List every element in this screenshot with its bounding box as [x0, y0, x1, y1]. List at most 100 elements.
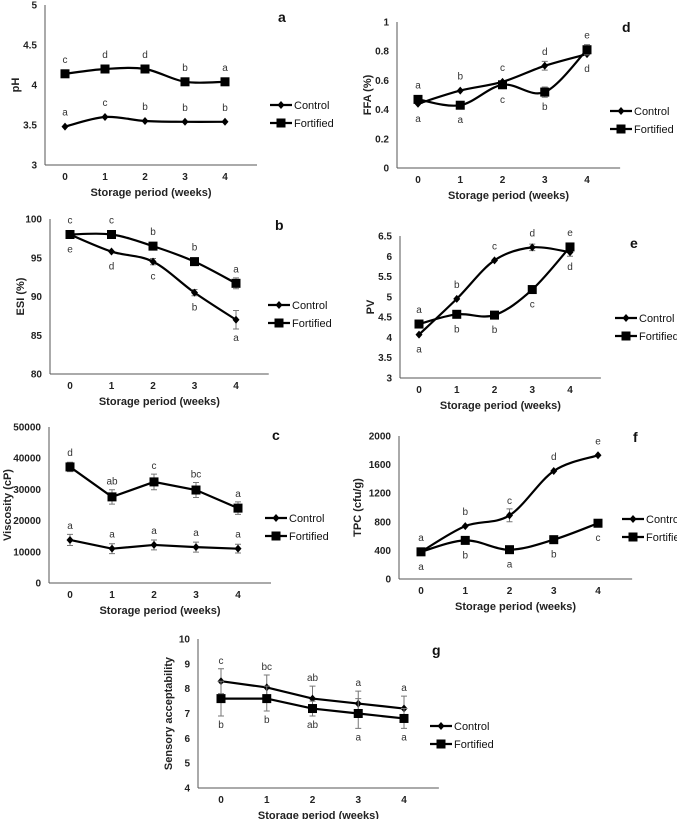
- diamond-marker: [506, 511, 513, 520]
- square-marker: [452, 309, 462, 319]
- x-tick-label: 0: [62, 172, 68, 183]
- legend-label: Control: [292, 300, 327, 312]
- square-marker: [231, 278, 241, 288]
- series-control: a b c d d: [415, 228, 574, 356]
- x-axis-title: Storage period (weeks): [455, 601, 576, 613]
- significance-letter: c: [507, 496, 512, 507]
- significance-letter: b: [542, 102, 548, 113]
- diamond-marker: [550, 467, 558, 476]
- x-tick-label: 2: [142, 172, 148, 183]
- y-tick-label: 80: [31, 370, 43, 381]
- x-tick-label: 1: [109, 590, 115, 601]
- diamond-marker: [192, 543, 200, 552]
- y-tick-label: 0.2: [375, 134, 389, 145]
- significance-letter: d: [567, 262, 573, 273]
- significance-letter: b: [454, 280, 460, 291]
- significance-letter: b: [192, 303, 198, 314]
- y-tick-label: 0.8: [375, 47, 389, 58]
- x-tick-label: 4: [401, 795, 407, 806]
- panel-b: 80 85 90 95 100 0 1 2 3 4 Storage period (weeks) ES…: [15, 215, 332, 409]
- square-marker: [308, 704, 317, 714]
- series-fortified: d ab c bc a: [65, 448, 243, 515]
- legend-item-control: Control: [270, 100, 329, 112]
- diamond-marker: [541, 61, 549, 70]
- diamond-marker: [453, 294, 461, 303]
- legend-diamond-icon: [622, 314, 630, 322]
- significance-letter: c: [530, 300, 535, 311]
- y-tick-label: 100: [25, 215, 42, 226]
- significance-letter: d: [67, 448, 73, 459]
- significance-letter: d: [102, 50, 108, 61]
- significance-letter: bc: [191, 470, 202, 481]
- x-tick-label: 2: [500, 175, 506, 186]
- y-tick-label: 50000: [13, 423, 41, 434]
- diamond-marker: [528, 243, 536, 252]
- x-tick-label: 3: [529, 385, 535, 396]
- significance-letter: c: [500, 95, 505, 106]
- legend-label: Fortified: [294, 118, 334, 130]
- square-marker: [65, 462, 75, 472]
- legend-square-icon: [436, 739, 446, 749]
- series-control: ac b b b: [61, 98, 229, 131]
- significance-letter: a: [457, 115, 463, 126]
- x-axis-title: Storage period (weeks): [448, 190, 569, 202]
- significance-letter: b: [551, 550, 557, 561]
- y-tick-label: 400: [374, 546, 391, 557]
- diamond-marker: [191, 288, 198, 297]
- significance-letter: c: [109, 216, 114, 227]
- x-tick-label: 4: [567, 385, 573, 396]
- significance-letter: d: [542, 47, 548, 58]
- significance-letter: a: [415, 80, 421, 91]
- legend-square-icon: [274, 318, 284, 328]
- square-marker: [593, 518, 603, 528]
- panel-g: 4 5 6 7 8 9 10 0 1 2 3 4 Storage period (weeks) Senso…: [163, 635, 494, 819]
- legend-item-control: Control: [610, 106, 669, 118]
- x-axis-title: Storage period (weeks): [258, 810, 379, 819]
- legend-label: Control: [646, 514, 677, 526]
- diamond-marker: [415, 330, 423, 339]
- significance-letter: e: [595, 436, 601, 447]
- y-tick-label: 5.5: [378, 272, 392, 283]
- x-tick-label: 3: [551, 586, 557, 597]
- series-control: a b c d e: [417, 436, 602, 556]
- square-marker: [65, 230, 75, 239]
- y-tick-label: 10000: [13, 547, 41, 558]
- y-tick-label: 9: [184, 659, 190, 670]
- square-marker: [180, 77, 190, 87]
- square-marker: [460, 535, 470, 545]
- significance-letter: a: [62, 108, 68, 119]
- significance-letter: b: [492, 325, 498, 336]
- legend-diamond-icon: [272, 514, 280, 522]
- significance-letter: a: [418, 562, 424, 573]
- y-tick-label: 4: [31, 81, 37, 92]
- significance-letter: a: [233, 333, 239, 344]
- legend-label: Fortified: [292, 318, 332, 330]
- diamond-marker: [456, 86, 464, 95]
- series-fortified: c d d b a: [60, 50, 230, 87]
- significance-letter: a: [401, 683, 407, 694]
- legend-label: Fortified: [646, 532, 677, 544]
- significance-letter: b: [142, 102, 148, 113]
- significance-letter: a: [222, 63, 228, 74]
- diamond-marker: [101, 113, 109, 121]
- y-tick-label: 6: [184, 734, 190, 745]
- square-marker: [148, 241, 158, 251]
- x-axis-title: Storage period (weeks): [90, 187, 211, 199]
- y-tick-label: 95: [31, 253, 43, 264]
- diamond-marker: [221, 117, 229, 126]
- series-fortified: c c b b a: [65, 216, 241, 290]
- legend-item-control: Control: [615, 313, 674, 325]
- significance-letter: a: [235, 489, 241, 500]
- square-marker: [565, 242, 575, 252]
- diamond-marker: [232, 315, 240, 324]
- y-tick-label: 4.5: [378, 313, 392, 324]
- legend-square-icon: [621, 331, 631, 341]
- y-tick-label: 1600: [369, 460, 392, 471]
- square-marker: [413, 94, 423, 104]
- y-tick-label: 3.5: [23, 121, 37, 132]
- diamond-marker: [149, 257, 157, 266]
- y-tick-label: 0: [383, 164, 389, 175]
- x-axis-title: Storage period (weeks): [99, 605, 220, 617]
- significance-letter: b: [462, 550, 468, 561]
- square-marker: [582, 45, 592, 55]
